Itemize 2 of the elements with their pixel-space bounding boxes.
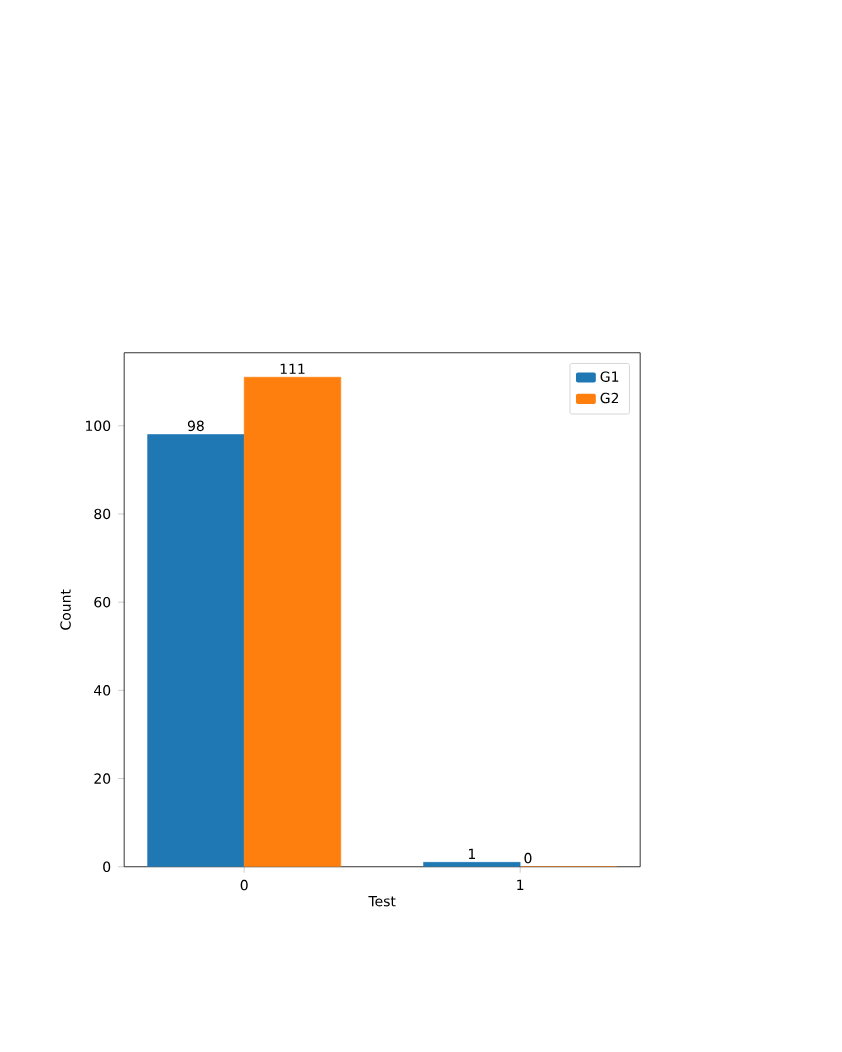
bar	[243, 376, 342, 867]
bar	[147, 434, 245, 867]
